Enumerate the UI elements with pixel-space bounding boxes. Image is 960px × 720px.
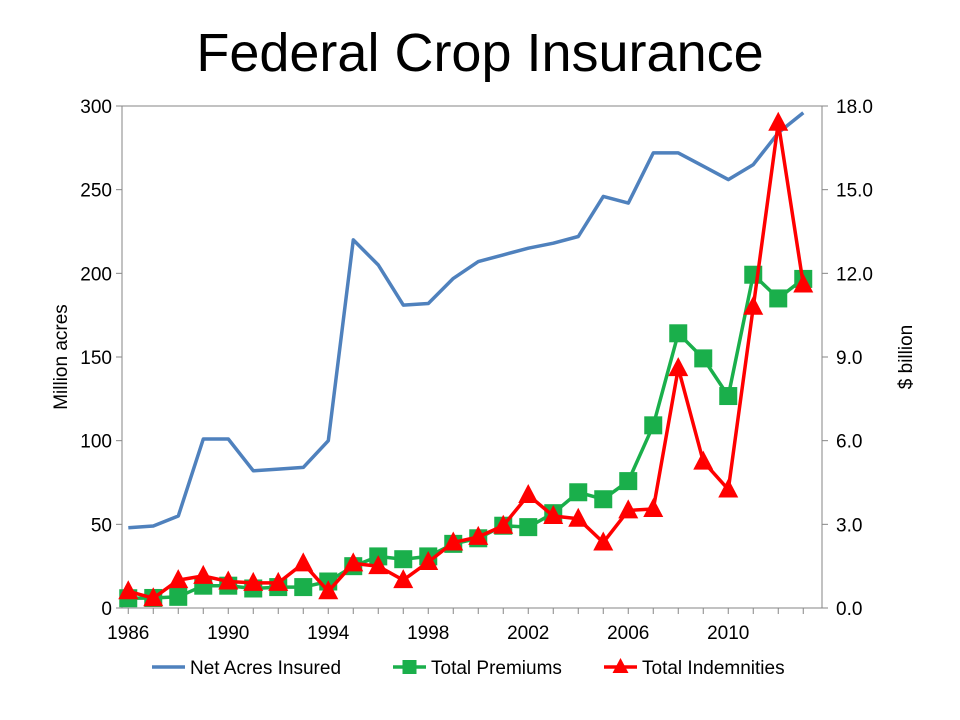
y-right-tick-label: 18.0 bbox=[836, 97, 873, 118]
x-tick-label: 1998 bbox=[407, 623, 449, 644]
series-total-premiums bbox=[119, 265, 813, 608]
y-left-tick-label: 100 bbox=[80, 432, 112, 453]
data-point-total-indemnities bbox=[668, 357, 689, 377]
data-point-total-indemnities bbox=[768, 111, 789, 131]
y-left-tick-label: 0 bbox=[101, 599, 112, 620]
x-tick-label: 1990 bbox=[207, 623, 249, 644]
axes: 0 50 100 150 200 250 300 0.0 3.0 6.0 9.0 12.0 15.0 18… bbox=[51, 97, 917, 644]
y-right-tick-label: 3.0 bbox=[836, 515, 862, 536]
data-point-total-premiums bbox=[694, 349, 713, 368]
data-point-total-premiums bbox=[519, 518, 538, 537]
series-line-total-premiums bbox=[128, 272, 805, 600]
data-point-total-indemnities bbox=[643, 497, 664, 517]
x-tick-label: 1986 bbox=[107, 623, 149, 644]
series-line-total-indemnities bbox=[127, 120, 806, 600]
legend: Net Acres Insured Total Premiums Total Ind… bbox=[152, 658, 785, 679]
y-right-tick-label: 0.0 bbox=[836, 599, 862, 620]
data-point-total-indemnities bbox=[693, 450, 714, 470]
data-point-total-premiums bbox=[594, 490, 613, 509]
data-point-total-indemnities bbox=[418, 550, 439, 570]
data-point-total-indemnities bbox=[168, 569, 189, 589]
data-point-total-premiums bbox=[169, 587, 188, 606]
data-point-total-premiums bbox=[769, 289, 788, 308]
y-right-tick-label: 12.0 bbox=[836, 264, 873, 285]
legend-swatch-marker bbox=[402, 660, 417, 674]
x-tick-label: 2006 bbox=[607, 623, 649, 644]
legend-label: Total Indemnities bbox=[642, 658, 785, 679]
data-point-total-indemnities bbox=[593, 531, 614, 551]
slide-title: Federal Crop Insurance bbox=[196, 23, 764, 83]
legend-item-total-premiums: Total Premiums bbox=[393, 658, 562, 679]
data-point-total-premiums bbox=[294, 578, 313, 597]
data-point-total-premiums bbox=[619, 472, 638, 491]
data-point-total-indemnities bbox=[493, 514, 514, 534]
series-layer bbox=[118, 111, 814, 608]
data-point-total-indemnities bbox=[318, 580, 339, 600]
y-right-axis-title: $ billion bbox=[896, 325, 917, 389]
y-right-tick-label: 6.0 bbox=[836, 432, 862, 453]
legend-label: Net Acres Insured bbox=[190, 658, 341, 679]
y-right-tick-label: 9.0 bbox=[836, 348, 862, 369]
y-right-tick-label: 15.0 bbox=[836, 181, 873, 202]
data-point-total-premiums bbox=[719, 387, 738, 406]
y-left-tick-label: 250 bbox=[80, 181, 112, 202]
y-left-axis-title: Million acres bbox=[51, 304, 72, 410]
y-left-tick-label: 200 bbox=[80, 264, 112, 285]
series-net-acres-insured bbox=[128, 111, 805, 530]
data-point-total-premiums bbox=[669, 324, 688, 343]
legend-item-total-indemnities: Total Indemnities bbox=[604, 658, 785, 679]
data-point-total-indemnities bbox=[193, 564, 214, 584]
y-left-tick-label: 150 bbox=[80, 348, 112, 369]
data-point-total-indemnities bbox=[618, 499, 639, 519]
data-point-total-indemnities bbox=[268, 571, 289, 591]
data-point-total-premiums bbox=[644, 416, 663, 435]
data-point-total-indemnities bbox=[468, 525, 489, 545]
series-line-net-acres-insured bbox=[128, 111, 805, 530]
data-point-total-indemnities bbox=[568, 507, 589, 527]
x-tick-label: 2002 bbox=[507, 623, 549, 644]
data-point-total-indemnities bbox=[368, 555, 389, 575]
x-tick-label: 1994 bbox=[307, 623, 350, 644]
legend-swatch-marker bbox=[612, 658, 629, 673]
legend-item-net-acres-insured: Net Acres Insured bbox=[152, 658, 341, 679]
data-point-total-indemnities bbox=[543, 504, 564, 524]
data-point-total-indemnities bbox=[143, 587, 164, 607]
data-point-total-indemnities bbox=[118, 580, 139, 600]
data-point-total-indemnities bbox=[343, 552, 364, 572]
data-point-total-indemnities bbox=[743, 295, 764, 315]
data-point-total-indemnities bbox=[518, 484, 539, 504]
data-point-total-indemnities bbox=[718, 478, 739, 498]
data-point-total-indemnities bbox=[293, 552, 314, 572]
y-left-tick-label: 50 bbox=[91, 515, 112, 536]
legend-label: Total Premiums bbox=[431, 658, 562, 679]
data-point-total-indemnities bbox=[243, 571, 264, 591]
data-point-total-indemnities bbox=[443, 531, 464, 551]
data-point-total-premiums bbox=[394, 550, 413, 569]
series-total-indemnities bbox=[118, 111, 814, 607]
data-point-total-premiums bbox=[569, 483, 588, 502]
data-point-total-indemnities bbox=[218, 570, 239, 590]
y-left-tick-label: 300 bbox=[80, 97, 112, 118]
data-point-total-indemnities bbox=[393, 569, 414, 589]
x-tick-label: 2010 bbox=[707, 623, 749, 644]
data-point-total-indemnities bbox=[793, 273, 814, 293]
